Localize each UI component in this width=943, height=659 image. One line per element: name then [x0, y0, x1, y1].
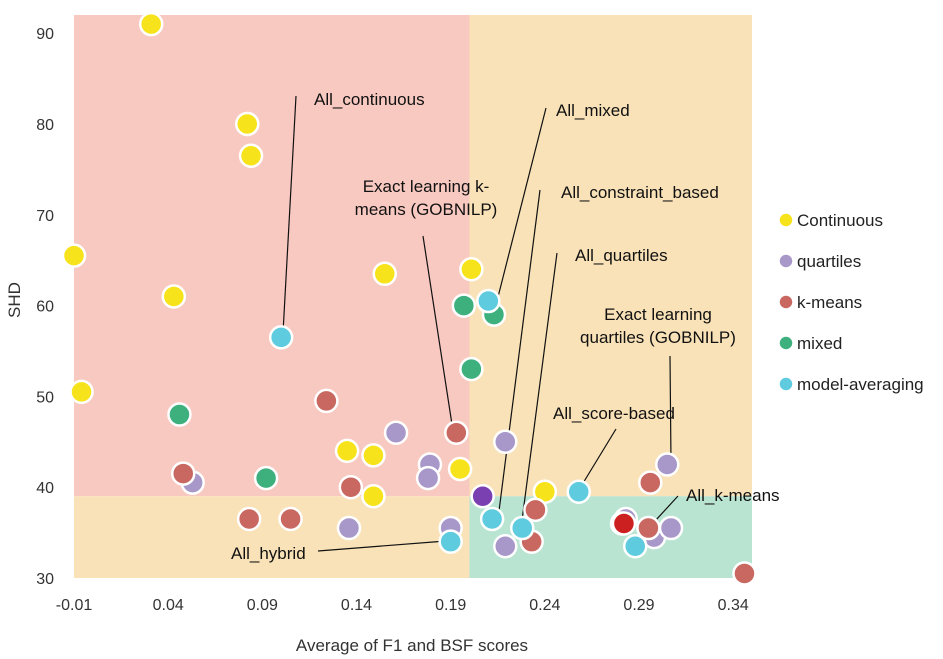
point-k-means	[444, 420, 469, 445]
legend-label: Continuous	[797, 211, 883, 230]
point-model-averaging	[476, 288, 501, 314]
all-score-label: All_score-based	[553, 404, 675, 423]
point-model-averaging	[566, 479, 591, 504]
legend-marker	[778, 294, 794, 310]
point-k-means	[732, 561, 757, 586]
point-k-means	[236, 506, 262, 532]
y-tick-label: 30	[36, 571, 54, 588]
x-tick-label: 0.19	[435, 597, 466, 614]
y-tick-label: 40	[36, 480, 54, 497]
point-continuous	[334, 438, 360, 464]
x-tick-label: 0.09	[247, 597, 278, 614]
point-continuous	[235, 111, 260, 137]
legend-label: k-means	[797, 293, 862, 312]
point-continuous	[138, 11, 164, 37]
point-quartiles	[415, 465, 441, 491]
point-model-averaging	[479, 506, 505, 532]
point-k-means	[170, 461, 196, 486]
point-k-means	[338, 474, 364, 500]
point-quartiles	[658, 515, 684, 541]
legend-marker	[778, 335, 794, 351]
point-continuous	[447, 456, 473, 482]
x-tick-label: -0.01	[56, 597, 93, 614]
x-axis-label: Average of F1 and BSF scores	[296, 636, 528, 655]
point-quartiles	[493, 533, 518, 559]
exact-quartiles-leader	[669, 355, 672, 464]
y-tick-label: 80	[36, 117, 54, 134]
point-mixed	[167, 402, 192, 427]
all-mixed-label: All_mixed	[556, 101, 630, 120]
point-quartiles	[655, 452, 680, 477]
all-continuous-label: All_continuous	[314, 90, 425, 109]
y-tick-label: 70	[36, 208, 54, 225]
legend-label: mixed	[797, 334, 842, 353]
x-tick-label: 0.14	[341, 597, 372, 614]
point-k-means	[314, 388, 339, 414]
point-highlight-red	[611, 511, 637, 536]
y-tick-label: 60	[36, 299, 54, 316]
point-continuous	[459, 257, 484, 282]
point-continuous	[69, 379, 94, 405]
point-k-means	[523, 497, 548, 523]
bottom-left-region	[74, 496, 470, 578]
legend-marker	[778, 376, 794, 392]
background-regions	[74, 15, 752, 578]
point-mixed	[451, 293, 477, 318]
point-continuous	[372, 261, 397, 287]
x-tick-label: 0.24	[529, 597, 560, 614]
legend-marker	[778, 212, 794, 228]
legend-label: quartiles	[797, 252, 861, 271]
axis-ticks: -0.01 0.04 0.09 0.14 0.19 0.24 0.29 0.34 30 40 50 6…	[36, 26, 749, 614]
point-k-means	[638, 470, 663, 495]
x-tick-label: 0.04	[153, 597, 184, 614]
point-k-means	[636, 515, 661, 541]
exact-quartiles-label: Exact learning quartiles (GOBNILP)	[580, 305, 736, 347]
legend-marker	[778, 253, 794, 269]
point-continuous	[361, 484, 386, 509]
data-points	[61, 11, 757, 586]
all-continuous-leader	[282, 95, 297, 334]
point-continuous	[361, 443, 386, 468]
top-right-region	[469, 15, 752, 497]
annotation-labels: All_continuous All_mixed Exact learning k-…	[231, 90, 780, 563]
point-continuous	[61, 243, 87, 268]
point-mixed	[459, 356, 484, 382]
all-constraint-leader	[497, 189, 541, 520]
point-continuous	[238, 143, 264, 168]
y-tick-label: 50	[36, 389, 54, 406]
all-kmeans-label: All_k-means	[686, 486, 780, 505]
all-quartiles-label: All_quartiles	[575, 246, 668, 265]
all-quartiles-leader	[520, 252, 558, 529]
x-tick-label: 0.29	[623, 597, 654, 614]
point-continuous	[161, 284, 187, 309]
y-tick-label: 90	[36, 26, 54, 43]
point-quartiles	[383, 420, 409, 445]
all-constraint-label: All_constraint_based	[561, 183, 719, 202]
y-axis-label: SHD	[5, 282, 24, 318]
all-hybrid-leader	[317, 540, 447, 552]
point-model-averaging	[509, 515, 535, 541]
exact-kmeans-label: Exact learning k-means (GOBNILP)	[355, 177, 498, 219]
point-model-averaging	[438, 529, 463, 554]
all-hybrid-label: All_hybrid	[231, 544, 306, 563]
legend: Continuous quartiles k-means mixed model-ave…	[778, 211, 924, 394]
all-mixed-leader	[497, 107, 547, 298]
point-highlight	[470, 484, 495, 509]
x-tick-label: 0.34	[718, 597, 749, 614]
point-mixed	[253, 465, 279, 491]
exact-kmeans-leader	[422, 235, 454, 432]
point-model-averaging	[268, 325, 294, 350]
red-region	[74, 15, 470, 497]
point-model-averaging	[622, 533, 648, 559]
legend-label: model-averaging	[797, 375, 924, 394]
point-quartiles	[493, 429, 518, 455]
point-quartiles	[336, 515, 362, 541]
point-k-means	[278, 506, 303, 532]
